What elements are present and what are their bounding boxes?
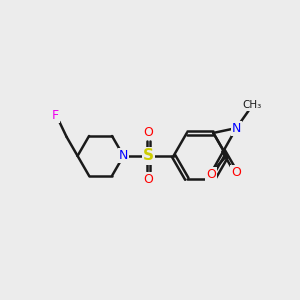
Text: O: O: [144, 173, 154, 186]
Text: O: O: [144, 126, 154, 139]
Text: N: N: [232, 122, 241, 134]
Text: O: O: [206, 168, 216, 181]
Text: F: F: [52, 109, 59, 122]
Text: CH₃: CH₃: [243, 100, 262, 110]
Text: O: O: [231, 166, 241, 179]
Text: N: N: [119, 149, 128, 162]
Text: S: S: [143, 148, 154, 164]
